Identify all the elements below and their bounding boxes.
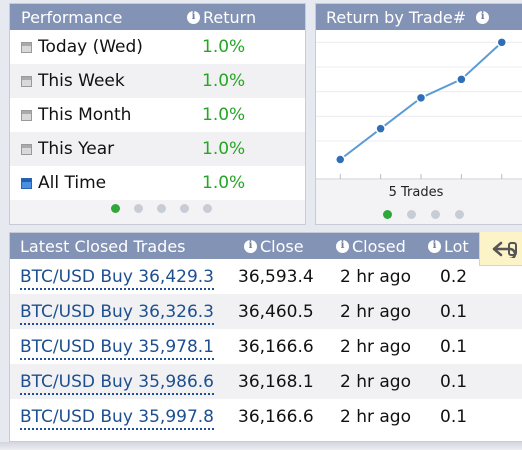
performance-row-all-time[interactable]: All Time 1.0% — [10, 166, 305, 200]
closed-trades-list: BTC/USD Buy 36,429.3 36,593.4 2 hr ago 0… — [10, 259, 522, 434]
return-value: 1.0% — [202, 139, 246, 159]
return-value: 1.0% — [202, 173, 246, 193]
closed-trades-title: Latest Closed Trades — [20, 236, 186, 256]
lot-column-header[interactable]: i Lot — [428, 237, 469, 256]
pager-dot[interactable] — [203, 204, 212, 213]
chart-pager — [383, 210, 464, 219]
return-column-header[interactable]: i Return — [187, 8, 256, 27]
info-icon[interactable]: i — [244, 239, 257, 253]
closed-time: 2 hr ago — [340, 406, 411, 427]
close-price: 36,166.6 — [238, 336, 314, 357]
close-price: 36,593.4 — [238, 266, 314, 287]
lot-size: 0.2 — [440, 266, 468, 287]
closed-time: 2 hr ago — [340, 336, 411, 357]
closed-header-label: Closed — [352, 236, 406, 256]
chart-point — [496, 37, 508, 48]
chart-point — [334, 154, 346, 165]
closed-trades-panel: Latest Closed Trades i Close i Closed i … — [9, 232, 522, 442]
period-label: This Year — [38, 139, 115, 159]
trade-link-text: BTC/USD Buy 35,978.1 — [20, 336, 214, 360]
trade-link[interactable]: BTC/USD Buy 35,986.6 — [10, 371, 238, 395]
pager-dot[interactable] — [455, 210, 464, 219]
pager-dot[interactable] — [134, 204, 143, 213]
return-value: 1.0% — [202, 105, 246, 125]
trade-link-text: BTC/USD Buy 35,986.6 — [20, 371, 214, 395]
table-row: BTC/USD Buy 35,986.6 36,168.1 2 hr ago 0… — [10, 364, 522, 399]
lot-size: 0.1 — [440, 406, 468, 427]
performance-row-year[interactable]: This Year 1.0% — [10, 132, 305, 166]
closed-column-header[interactable]: i Closed — [336, 237, 428, 256]
pager-dot[interactable] — [157, 204, 166, 213]
return-value: 1.0% — [202, 71, 246, 91]
trade-link[interactable]: BTC/USD Buy 35,997.8 — [10, 406, 238, 430]
period-label: All Time — [38, 173, 107, 193]
pager-dot[interactable] — [383, 210, 392, 219]
performance-header: Performance i Return — [10, 4, 305, 30]
trade-link[interactable]: BTC/USD Buy 36,429.3 — [10, 266, 238, 290]
chart-point — [415, 92, 427, 104]
return-header-label: Return — [203, 7, 257, 27]
calendar-icon — [21, 143, 32, 155]
period-label: This Week — [38, 71, 125, 91]
closed-trades-header: Latest Closed Trades i Close i Closed i … — [10, 233, 522, 259]
closed-time: 2 hr ago — [340, 266, 411, 287]
table-row: BTC/USD Buy 36,326.3 36,460.5 2 hr ago 0… — [10, 294, 522, 329]
close-price: 36,166.6 — [238, 406, 314, 427]
closed-time: 2 hr ago — [340, 371, 411, 392]
bottom-edge — [0, 442, 522, 450]
calendar-icon — [21, 41, 32, 53]
return-chart-title: Return by Trade# — [326, 7, 467, 27]
return-chart-panel: Return by Trade# i 5 Trades — [315, 3, 522, 225]
calendar-icon — [21, 177, 32, 189]
performance-pager — [10, 204, 305, 213]
calendar-icon — [21, 75, 32, 87]
trade-link-text: BTC/USD Buy 36,429.3 — [20, 266, 214, 290]
pager-dot[interactable] — [180, 204, 189, 213]
return-value: 1.0% — [202, 37, 246, 57]
return-chart — [316, 30, 522, 180]
close-price: 36,168.1 — [238, 371, 314, 392]
back-arrow-icon — [492, 241, 517, 258]
info-icon[interactable]: i — [336, 239, 349, 253]
info-icon[interactable]: i — [476, 10, 490, 24]
pager-dot[interactable] — [431, 210, 440, 219]
performance-row-month[interactable]: This Month 1.0% — [10, 98, 305, 132]
return-chart-header: Return by Trade# i — [316, 4, 522, 30]
lot-header-label: Lot — [444, 236, 469, 256]
lot-size: 0.1 — [440, 336, 468, 357]
table-row: BTC/USD Buy 36,429.3 36,593.4 2 hr ago 0… — [10, 259, 522, 294]
info-icon[interactable]: i — [187, 10, 200, 24]
closed-time: 2 hr ago — [340, 301, 411, 322]
performance-title: Performance — [21, 7, 123, 27]
close-column-header[interactable]: i Close — [244, 237, 336, 256]
performance-panel: Performance i Return Today (Wed) 1.0% Th… — [9, 3, 306, 225]
performance-row-today[interactable]: Today (Wed) 1.0% — [10, 30, 305, 64]
trade-link[interactable]: BTC/USD Buy 36,326.3 — [10, 301, 238, 325]
period-label: Today (Wed) — [38, 37, 143, 57]
chart-point — [456, 74, 467, 85]
chart-caption: 5 Trades — [388, 185, 444, 200]
info-icon[interactable]: i — [428, 239, 441, 253]
period-label: This Month — [38, 105, 132, 125]
calendar-icon — [21, 109, 32, 121]
lot-size: 0.1 — [440, 371, 468, 392]
chart-point — [375, 123, 386, 134]
lot-size: 0.1 — [440, 301, 468, 322]
pager-dot[interactable] — [111, 204, 120, 213]
trade-link[interactable]: BTC/USD Buy 35,978.1 — [10, 336, 238, 360]
close-header-label: Close — [260, 236, 304, 256]
trade-link-text: BTC/USD Buy 35,997.8 — [20, 406, 214, 430]
table-row: BTC/USD Buy 35,997.8 36,166.6 2 hr ago 0… — [10, 399, 522, 434]
pager-dot[interactable] — [407, 210, 416, 219]
table-row: BTC/USD Buy 35,978.1 36,166.6 2 hr ago 0… — [10, 329, 522, 364]
trade-link-text: BTC/USD Buy 36,326.3 — [20, 301, 214, 325]
close-price: 36,460.5 — [238, 301, 314, 322]
performance-list: Today (Wed) 1.0% This Week 1.0% This Mon… — [10, 30, 305, 200]
return-chart-svg — [316, 37, 522, 180]
performance-row-week[interactable]: This Week 1.0% — [10, 64, 305, 98]
back-button[interactable] — [479, 232, 522, 266]
